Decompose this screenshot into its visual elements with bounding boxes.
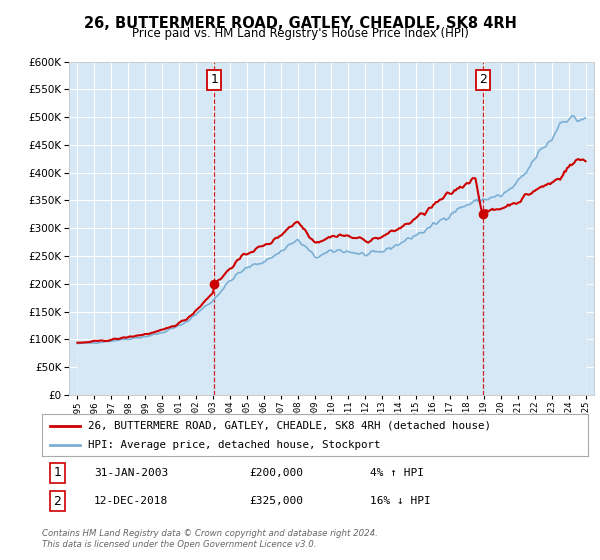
Text: Price paid vs. HM Land Registry's House Price Index (HPI): Price paid vs. HM Land Registry's House … [131, 27, 469, 40]
Text: 2: 2 [479, 73, 487, 86]
Text: HPI: Average price, detached house, Stockport: HPI: Average price, detached house, Stoc… [88, 440, 381, 450]
Text: 1: 1 [53, 466, 61, 479]
Text: 26, BUTTERMERE ROAD, GATLEY, CHEADLE, SK8 4RH: 26, BUTTERMERE ROAD, GATLEY, CHEADLE, SK… [83, 16, 517, 31]
Text: 31-JAN-2003: 31-JAN-2003 [94, 468, 168, 478]
Text: 26, BUTTERMERE ROAD, GATLEY, CHEADLE, SK8 4RH (detached house): 26, BUTTERMERE ROAD, GATLEY, CHEADLE, SK… [88, 421, 491, 431]
Text: 16% ↓ HPI: 16% ↓ HPI [370, 496, 430, 506]
Text: 12-DEC-2018: 12-DEC-2018 [94, 496, 168, 506]
Text: £200,000: £200,000 [250, 468, 304, 478]
Text: £325,000: £325,000 [250, 496, 304, 506]
Text: 2: 2 [53, 494, 61, 507]
Text: This data is licensed under the Open Government Licence v3.0.: This data is licensed under the Open Gov… [42, 540, 317, 549]
Text: Contains HM Land Registry data © Crown copyright and database right 2024.: Contains HM Land Registry data © Crown c… [42, 529, 378, 538]
Text: 4% ↑ HPI: 4% ↑ HPI [370, 468, 424, 478]
Text: 1: 1 [211, 73, 218, 86]
